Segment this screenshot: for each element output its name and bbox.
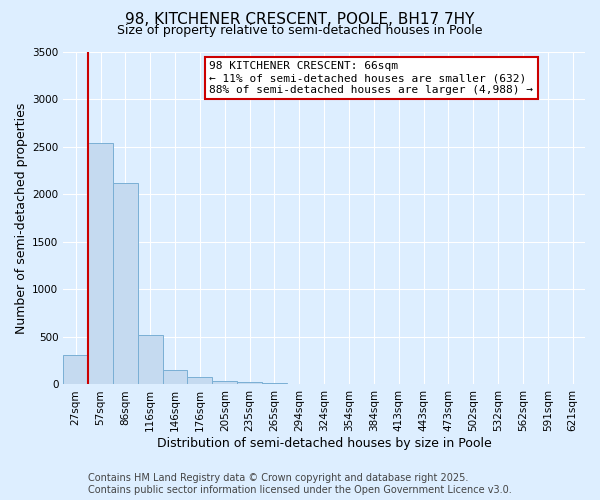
Y-axis label: Number of semi-detached properties: Number of semi-detached properties bbox=[15, 102, 28, 334]
Text: Contains HM Land Registry data © Crown copyright and database right 2025.
Contai: Contains HM Land Registry data © Crown c… bbox=[88, 474, 512, 495]
Bar bbox=[237, 382, 262, 384]
Bar bbox=[63, 355, 88, 384]
Bar bbox=[187, 378, 212, 384]
Bar bbox=[212, 380, 237, 384]
Text: 98, KITCHENER CRESCENT, POOLE, BH17 7HY: 98, KITCHENER CRESCENT, POOLE, BH17 7HY bbox=[125, 12, 475, 28]
X-axis label: Distribution of semi-detached houses by size in Poole: Distribution of semi-detached houses by … bbox=[157, 437, 491, 450]
Bar bbox=[163, 370, 187, 384]
Bar bbox=[113, 183, 138, 384]
Bar bbox=[138, 335, 163, 384]
Text: 98 KITCHENER CRESCENT: 66sqm
← 11% of semi-detached houses are smaller (632)
88%: 98 KITCHENER CRESCENT: 66sqm ← 11% of se… bbox=[209, 62, 533, 94]
Bar bbox=[88, 143, 113, 384]
Text: Size of property relative to semi-detached houses in Poole: Size of property relative to semi-detach… bbox=[117, 24, 483, 37]
Bar bbox=[262, 382, 287, 384]
